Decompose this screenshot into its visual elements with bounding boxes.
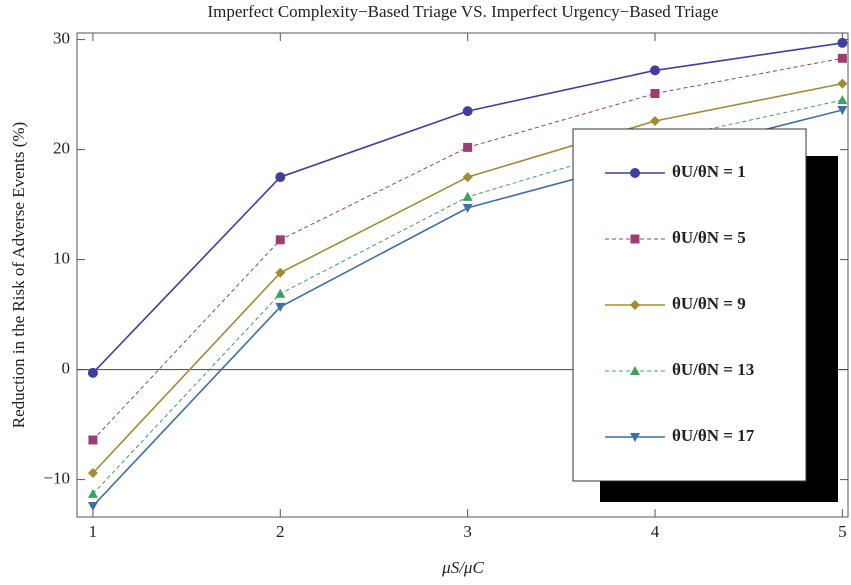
legend-label: θU/θN = 17 [672,426,755,445]
data-point [275,235,285,245]
x-tick-label: 2 [276,522,285,541]
y-tick-label: 10 [53,249,70,268]
data-point [462,203,473,213]
data-point [650,89,660,98]
data-point [87,468,98,478]
plot-frame [76,32,849,518]
x-axis-label: μS/μC [441,558,484,577]
data-point [462,172,473,183]
data-point [463,142,473,152]
x-tick-label: 4 [651,522,660,541]
data-point [837,37,848,48]
legend-label: θU/θN = 13 [672,360,754,379]
y-tick-label: 30 [53,29,70,48]
x-tick-label: 5 [838,522,847,541]
legend-marker [630,366,640,375]
legend-label: θU/θN = 9 [672,294,746,313]
data-point [650,65,661,76]
data-point [837,78,848,89]
data-point [87,367,98,378]
chart-title: Imperfect Complexity−Based Triage VS. Im… [208,2,719,21]
legend-label: θU/θN = 5 [672,228,746,247]
y-tick-label: 0 [62,359,71,378]
x-tick-label: 3 [463,522,472,541]
data-point [88,435,98,445]
data-point [275,288,286,298]
data-point [462,191,473,201]
x-tick-label: 1 [89,522,98,541]
data-point [87,488,98,498]
y-axis-label: Reduction in the Risk of Adverse Events … [9,122,28,428]
data-point [275,172,286,183]
y-tick-label: −10 [43,469,70,488]
data-point [837,95,848,105]
legend-marker [630,168,640,178]
data-point [837,53,847,63]
data-point [462,106,473,117]
legend-marker [630,234,640,244]
data-point [650,116,661,126]
data-point [275,267,286,278]
data-point [837,106,848,115]
data-point [87,502,98,511]
legend-marker [630,433,640,442]
legend-marker [630,300,640,310]
legend-label: θU/θN = 1 [672,162,746,181]
y-tick-label: 20 [53,139,70,158]
data-point [275,302,286,312]
